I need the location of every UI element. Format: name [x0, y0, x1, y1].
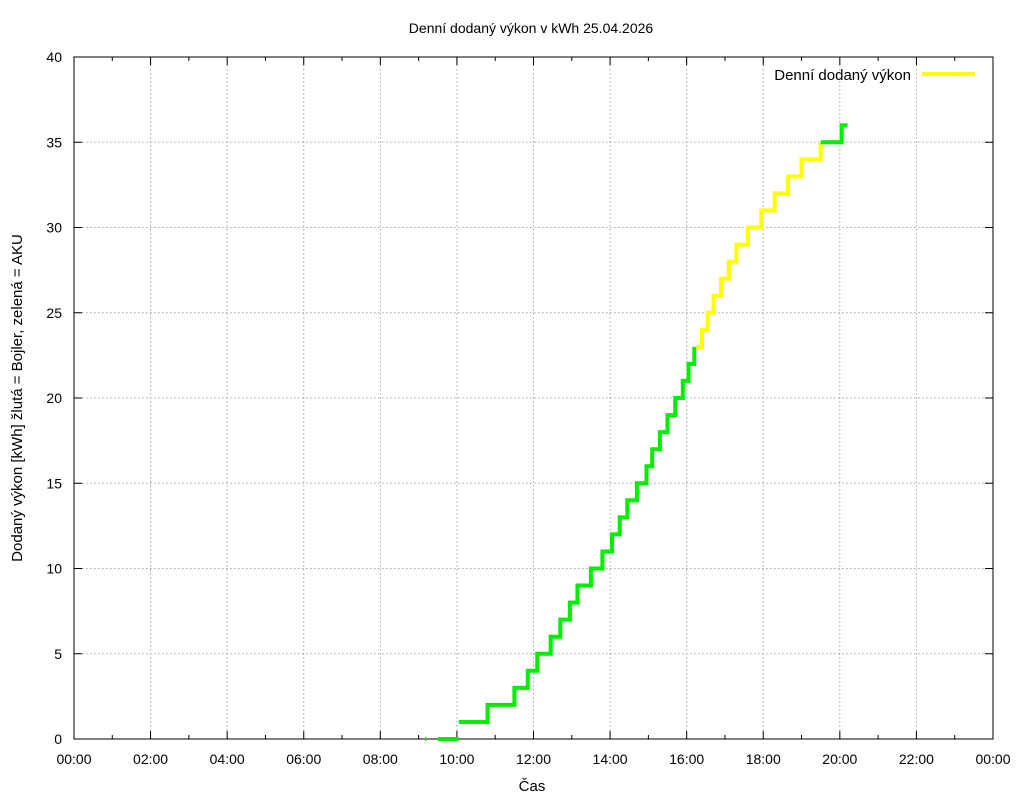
y-tick-label: 5	[54, 646, 62, 662]
x-tick-label: 14:00	[593, 751, 628, 767]
x-tick-label: 00:00	[56, 751, 91, 767]
y-tick-label: 10	[46, 561, 62, 577]
x-tick-label: 12:00	[516, 751, 551, 767]
x-tick-label: 10:00	[439, 751, 474, 767]
y-tick-label: 30	[46, 220, 62, 236]
legend: Denní dodaný výkon	[774, 67, 975, 84]
x-tick-label: 08:00	[363, 751, 398, 767]
x-tick-label: 22:00	[899, 751, 934, 767]
x-tick-label: 20:00	[822, 751, 857, 767]
grid-layer	[74, 57, 993, 739]
legend-label: Denní dodaný výkon	[774, 67, 911, 84]
x-tick-label: 18:00	[746, 751, 781, 767]
x-tick-label: 06:00	[286, 751, 321, 767]
x-tick-label: 00:00	[975, 751, 1010, 767]
y-tick-label: 25	[46, 305, 62, 321]
aku-series-line	[458, 346, 697, 724]
chart-title: Denní dodaný výkon v kWh 25.04.2026	[409, 20, 654, 36]
x-tick-label: 16:00	[669, 751, 704, 767]
y-axis-label: Dodaný výkon [kWh] žlutá = Bojler, zelen…	[9, 234, 26, 562]
y-tick-label: 20	[46, 390, 62, 406]
y-tick-label: 0	[54, 731, 62, 747]
tick-layer: 00:00 02:00 04:00 06:00 08:00 10:00 12:00 14:00…	[46, 49, 1010, 767]
x-tick-label: 04:00	[210, 751, 245, 767]
bojler-series-line	[696, 142, 823, 349]
aku-series-line	[820, 123, 848, 145]
x-axis-label: Čas	[519, 778, 546, 795]
y-tick-label: 35	[46, 134, 62, 150]
y-tick-label: 40	[46, 49, 62, 65]
series-layer	[425, 123, 848, 741]
x-tick-label: 02:00	[133, 751, 168, 767]
y-tick-label: 15	[46, 475, 62, 491]
